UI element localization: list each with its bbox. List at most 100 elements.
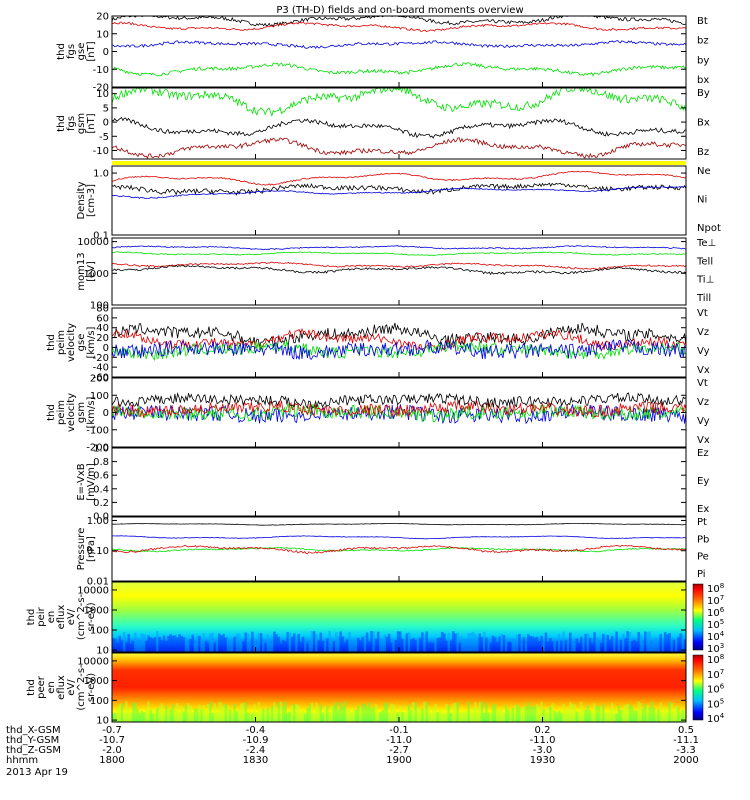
spec-column (652, 707, 656, 722)
spec-column (577, 643, 581, 652)
legend-entry-fgs-gsm: Bz (697, 147, 709, 158)
spec-column (248, 642, 252, 652)
spec-column (626, 631, 629, 652)
spec-column (628, 704, 632, 722)
y-axis-label: gse (76, 43, 87, 61)
spec-column (407, 704, 411, 722)
legend-entry-peim-gsm: Vx (697, 435, 710, 446)
spec-column (315, 633, 318, 652)
spec-column (312, 713, 316, 722)
spec-column (138, 713, 141, 722)
spec-column (169, 634, 172, 652)
spec-column (365, 632, 369, 652)
spec-column (277, 702, 281, 722)
spec-column (323, 706, 327, 722)
y-tick-label: 0 (103, 343, 109, 354)
y-tick-label: -10 (93, 146, 109, 157)
spec-column (615, 631, 618, 652)
spec-column (354, 641, 358, 652)
spec-column (482, 712, 486, 722)
spec-column (114, 713, 117, 722)
y-axis-label: peer (36, 675, 47, 699)
spec-column (657, 641, 660, 652)
spec-column (118, 635, 122, 652)
y-axis-label: gsm (76, 113, 87, 134)
spec-column (341, 706, 345, 722)
spec-column (449, 640, 453, 652)
spec-column (591, 643, 594, 652)
spec-column (544, 708, 548, 722)
panel-frame-fgs-gse (111, 15, 687, 88)
spec-column (187, 642, 190, 652)
spec-column (518, 633, 521, 652)
spec-column (416, 640, 420, 652)
spec-column (677, 707, 680, 722)
spec-column (326, 705, 329, 722)
spec-column (171, 635, 175, 652)
spec-column (606, 634, 610, 652)
spec-column (242, 703, 245, 722)
spec-column (659, 702, 663, 722)
spec-column (423, 701, 426, 722)
spec-column (648, 631, 651, 652)
legend-entry-density: Npot (697, 223, 721, 234)
spec-column (339, 702, 342, 722)
y-tick-label: -10 (93, 65, 109, 76)
spec-column (432, 708, 435, 722)
spec-column (418, 637, 422, 652)
series-density-Npot (111, 186, 687, 199)
spec-column (281, 639, 285, 652)
spec-column (147, 635, 150, 652)
spec-column (193, 708, 197, 722)
spec-column (465, 710, 468, 722)
spec-column (493, 703, 497, 722)
spec-column (624, 638, 627, 652)
spec-column (301, 710, 305, 722)
spec-column (637, 701, 640, 722)
spec-column (383, 703, 387, 722)
series-pressure-Pb (111, 535, 687, 540)
spec-column (233, 703, 236, 722)
spec-column (215, 711, 219, 722)
x-tick-label: -0.4 (246, 725, 266, 736)
y-axis-label: en (46, 681, 57, 694)
spec-column (606, 713, 610, 722)
spec-column (352, 640, 356, 652)
spec-column (498, 636, 501, 652)
spec-column (288, 632, 292, 652)
x-tick-label: -3.3 (676, 745, 696, 756)
spec-column (674, 705, 678, 722)
y-tick-label: 1.00 (87, 516, 109, 527)
spec-column (273, 631, 276, 652)
y-tick-label: 100 (90, 696, 109, 707)
spec-column (619, 639, 623, 652)
colorbar-peer (692, 654, 704, 721)
legend-entry-efield: Ey (697, 476, 709, 487)
spec-column (226, 705, 230, 722)
spec-column (507, 709, 510, 722)
x-tick-label: -3.0 (533, 745, 553, 756)
spec-column (399, 705, 402, 722)
y-axis-label: [cm-3] (86, 184, 97, 217)
spec-column (279, 643, 283, 652)
colorbar-tick: 106 (707, 683, 725, 696)
spec-column (129, 712, 133, 722)
spec-column (516, 634, 519, 652)
legend-entry-fgs-gse: bx (697, 75, 709, 86)
y-axis-label: gse (76, 334, 87, 352)
spec-column (679, 633, 682, 652)
spec-column (683, 639, 687, 652)
spec-column (295, 704, 298, 722)
panel-frame-efield (111, 447, 687, 517)
spec-column (465, 639, 468, 652)
spec-column (255, 712, 259, 722)
legend-entry-temp: Till (696, 293, 711, 304)
spec-column (308, 641, 311, 652)
x-tick-label: -10.7 (99, 735, 125, 746)
x-tick-label: 1900 (386, 755, 411, 766)
spec-column (182, 711, 186, 722)
spec-column (151, 638, 155, 652)
spec-column (575, 638, 579, 652)
y-tick-label: 0.01 (87, 576, 109, 587)
spec-column (176, 703, 179, 722)
